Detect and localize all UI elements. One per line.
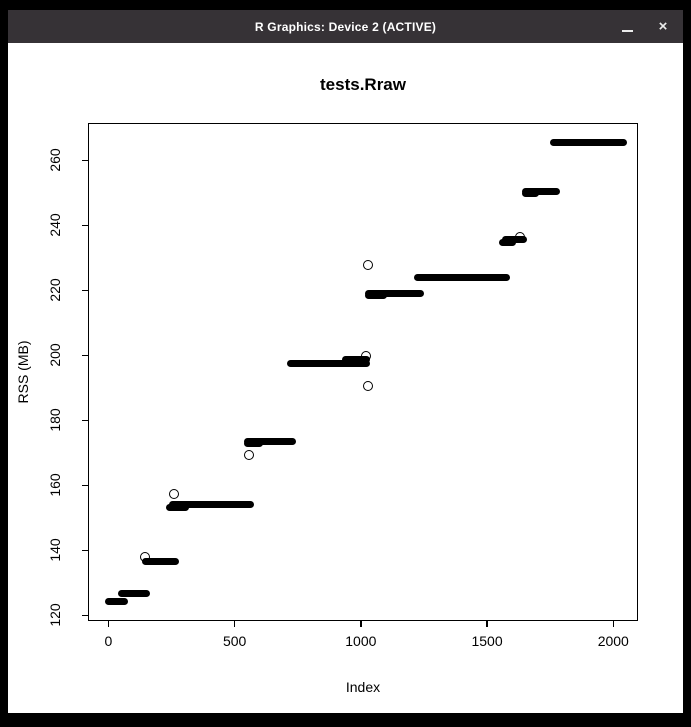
close-button[interactable]: ×	[655, 19, 671, 35]
y-axis-tick	[82, 289, 89, 292]
x-tick-label: 1500	[471, 633, 503, 649]
x-axis-tick	[233, 620, 236, 627]
x-tick-label: 2000	[597, 633, 629, 649]
data-segment	[498, 239, 517, 247]
data-segment	[142, 557, 180, 565]
x-axis-tick	[612, 620, 614, 627]
y-tick-label: 260	[47, 148, 63, 173]
y-tick-label: 220	[47, 278, 63, 303]
x-axis-tick	[360, 620, 362, 627]
data-segment	[365, 290, 424, 298]
outlier-point	[362, 380, 373, 391]
title-bar[interactable]: R Graphics: Device 2 (ACTIVE) ×	[8, 10, 683, 43]
y-axis-tick	[82, 224, 89, 227]
x-axis-tick	[486, 620, 488, 627]
data-segment	[287, 359, 371, 367]
y-axis-tick	[82, 484, 89, 487]
close-icon: ×	[658, 18, 668, 35]
plot-box: tests.Rraw Index RSS (MB) 120 140 160 180 20…	[15, 75, 638, 695]
x-axis-label: Index	[345, 679, 381, 695]
y-axis-tick	[82, 614, 89, 617]
y-tick-label: 140	[47, 538, 63, 563]
y-axis-label: RSS (MB)	[15, 340, 31, 404]
y-axis-tick	[82, 159, 89, 162]
y-tick-label: 200	[47, 343, 63, 368]
x-tick-label: 0	[104, 633, 113, 649]
y-axis-tick	[82, 419, 89, 422]
data-segment	[105, 597, 128, 605]
x-axis-tick	[107, 620, 110, 627]
plot-title: tests.Rraw	[320, 75, 406, 94]
window-title: R Graphics: Device 2 (ACTIVE)	[254, 19, 437, 34]
y-tick-label: 160	[47, 473, 63, 498]
y-tick-label: 180	[47, 408, 63, 433]
outlier-point	[244, 449, 255, 460]
data-segment	[522, 188, 561, 196]
minimize-icon	[621, 30, 633, 32]
x-tick-label: 500	[222, 633, 247, 649]
outlier-point	[139, 551, 150, 562]
y-tick-label: 240	[47, 213, 63, 238]
window-controls: ×	[619, 10, 671, 43]
data-segment	[501, 235, 528, 243]
data-segment	[413, 274, 511, 282]
y-tick-label: 120	[47, 603, 63, 628]
y-axis-tick	[82, 354, 89, 357]
x-tick-label: 1000	[345, 633, 377, 649]
data-segment	[117, 589, 150, 597]
outlier-point	[169, 489, 180, 500]
data-segment	[169, 501, 254, 509]
outlier-point	[515, 232, 526, 243]
outlier-point	[362, 259, 373, 270]
data-segment	[244, 437, 296, 445]
outlier-point	[360, 351, 371, 362]
minimize-button[interactable]	[619, 19, 635, 35]
data-segment	[550, 139, 628, 147]
plot-canvas: tests.Rraw Index RSS (MB) 120 140 160 180 20…	[8, 43, 683, 713]
y-axis-tick	[82, 549, 89, 552]
data-segment	[342, 356, 371, 364]
